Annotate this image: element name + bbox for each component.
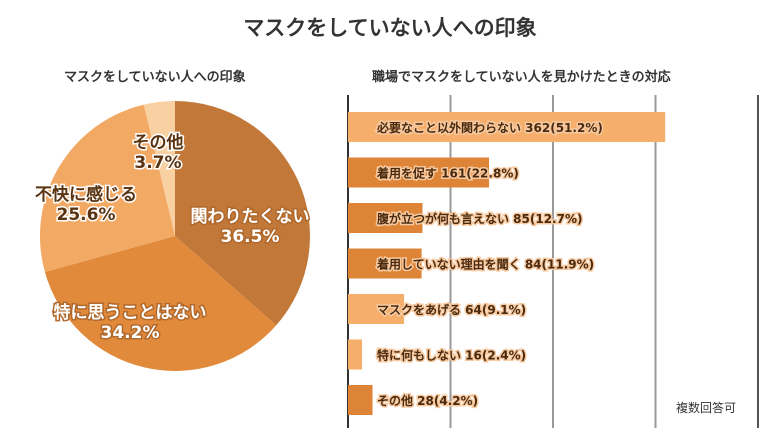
pie-slice-label: 特に思うことはない (54, 302, 207, 323)
pie-slice-value: 36.5% (221, 227, 280, 247)
pie-slice (175, 101, 310, 326)
pie-slice (143, 101, 175, 236)
bar-label: 着用していない理由を聞く 84(11.9%) (376, 257, 594, 272)
bar-label: 必要なこと以外関わらない 362(51.2%) (376, 120, 603, 135)
bar-label: その他 28(4.2%) (377, 393, 478, 408)
pie-slice (40, 104, 175, 273)
pie-slice (44, 236, 277, 371)
bar-label: マスクをあげる 64(9.1%) (377, 302, 526, 317)
pie-slice-label: その他 (133, 132, 184, 153)
bar (348, 203, 423, 233)
bar-label: 特に何もしない 16(2.4%) (377, 348, 526, 363)
multiple-answers-note: 複数回答可 (676, 401, 737, 415)
bar-label: 着用を促す 161(22.8%) (376, 166, 519, 181)
pie-title: マスクをしていない人への印象 (64, 70, 246, 85)
bar (348, 112, 666, 142)
pie-slice-value: 3.7% (134, 153, 181, 173)
pie-slice-label: 不快に感じる (35, 184, 137, 205)
bar-label: 腹が立つが何も言えない 85(12.7%) (377, 211, 582, 226)
bar (348, 157, 490, 188)
main-title: マスクをしていない人への印象 (243, 16, 537, 40)
pie-slice-value: 34.2% (101, 323, 160, 343)
bar (348, 294, 405, 324)
bar (348, 248, 422, 279)
pie-slice-label: 関わりたくない (191, 207, 310, 227)
bar-title: 職場でマスクをしていない人を見かけたときの対応 (372, 70, 671, 85)
pie-slice-value: 25.6% (57, 205, 116, 225)
bar (348, 339, 363, 370)
bar (348, 385, 373, 415)
